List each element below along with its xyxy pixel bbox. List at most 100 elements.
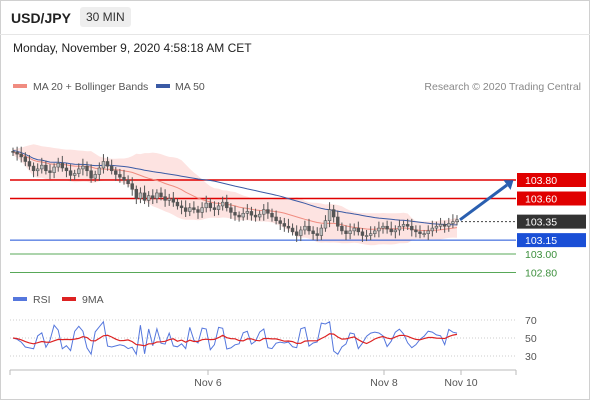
candle-body [188, 207, 192, 212]
forecast-arrow [459, 180, 514, 221]
level-label: 102.80 [525, 268, 557, 280]
candle-body [290, 227, 295, 233]
timeframe-badge[interactable]: 30 MIN [80, 7, 131, 27]
candle-body [212, 207, 217, 210]
bollinger-bands [13, 144, 457, 246]
candle-body [438, 224, 443, 227]
arrow-head [503, 180, 514, 190]
candle-body [101, 161, 106, 169]
candle-body [344, 230, 348, 234]
candle-body [368, 233, 373, 236]
candle-body [340, 225, 344, 232]
candle-body [77, 168, 81, 174]
candle-body [171, 198, 176, 203]
candle-body [208, 202, 213, 209]
candle-body [418, 231, 422, 234]
candle-body [109, 165, 114, 172]
candles [11, 146, 459, 242]
candle-body [414, 229, 418, 233]
rsi-panel: 70 50 30 [10, 315, 537, 363]
candle-body [447, 223, 451, 227]
level-tag [517, 233, 586, 248]
candle-body [303, 225, 307, 231]
candle-body [122, 176, 126, 181]
candle-body [151, 195, 155, 199]
candle-body [216, 205, 221, 210]
level-label: 103.80 [525, 175, 557, 187]
candle-body [405, 224, 410, 227]
candle-body [48, 170, 52, 173]
candle-body [159, 192, 163, 197]
candle-body [114, 170, 118, 175]
candle-body [286, 225, 291, 229]
candle-body [455, 219, 459, 222]
candle-body [331, 209, 336, 218]
candle-body [422, 233, 426, 235]
rsi-axis-label: 70 [525, 315, 537, 327]
rsi-line [12, 320, 458, 356]
candle-body [241, 213, 245, 218]
ma20-legend-label: MA 20 + Bollinger Bands [33, 81, 148, 93]
candle-body [52, 166, 56, 173]
x-tick-label: Nov 10 [444, 377, 477, 389]
chart-header: USD/JPY 30 MIN [0, 0, 590, 36]
candle-body [410, 225, 414, 231]
symbol-title: USD/JPY [11, 10, 71, 26]
candle-body [299, 229, 303, 236]
bollinger-band-area [13, 144, 457, 246]
candle-body [311, 230, 315, 234]
candle-body [434, 225, 439, 229]
candle-body [389, 228, 393, 233]
candle-body [397, 225, 402, 231]
candle-body [274, 216, 278, 222]
candle-body [105, 161, 110, 167]
candle-body [430, 227, 435, 232]
candle-body [27, 161, 32, 167]
candle-body [229, 207, 233, 213]
candle-body [315, 233, 319, 236]
candle-body [294, 231, 299, 236]
candle-body [196, 209, 200, 213]
rsi-legend-label: RSI [33, 294, 51, 306]
candle-body [204, 202, 208, 209]
candle-body [426, 230, 430, 234]
x-tick-label: Nov 6 [194, 377, 222, 389]
candle-body [72, 173, 77, 176]
candle-body [270, 213, 274, 218]
candle-body [64, 167, 69, 172]
ma50-legend-swatch [156, 84, 170, 88]
candle-body [245, 211, 250, 214]
candle-body [68, 170, 73, 176]
ma50-legend-label: MA 50 [175, 81, 205, 93]
candle-body [385, 225, 389, 230]
candle-body [327, 209, 332, 222]
candle-body [11, 151, 15, 153]
candle-body [56, 163, 60, 168]
candle-body [266, 209, 270, 214]
candle-body [179, 205, 184, 209]
timestamp: Monday, November 9, 2020 4:58:18 AM CET [13, 41, 252, 55]
candle-body [352, 227, 356, 232]
candle-body [183, 207, 188, 212]
candle-body [319, 227, 324, 236]
candle-body [192, 207, 196, 210]
candle-body [81, 165, 85, 170]
candle-body [85, 165, 89, 172]
candle-body [220, 201, 225, 207]
candle-body [93, 174, 97, 179]
candle-body [15, 151, 19, 155]
candle-body [442, 224, 447, 227]
candle-body [364, 235, 369, 237]
candle-body [44, 164, 48, 172]
candle-body [138, 192, 143, 199]
level-tag [517, 191, 586, 206]
candle-body [377, 227, 381, 232]
level-label-current: 103.35 [525, 217, 557, 229]
candle-body [278, 220, 282, 224]
candle-body [262, 209, 266, 215]
level-tag-current [517, 214, 586, 229]
arrow-shaft [459, 183, 508, 221]
candle-body [31, 165, 36, 172]
candle-body [336, 216, 340, 227]
candle-body [130, 183, 134, 190]
